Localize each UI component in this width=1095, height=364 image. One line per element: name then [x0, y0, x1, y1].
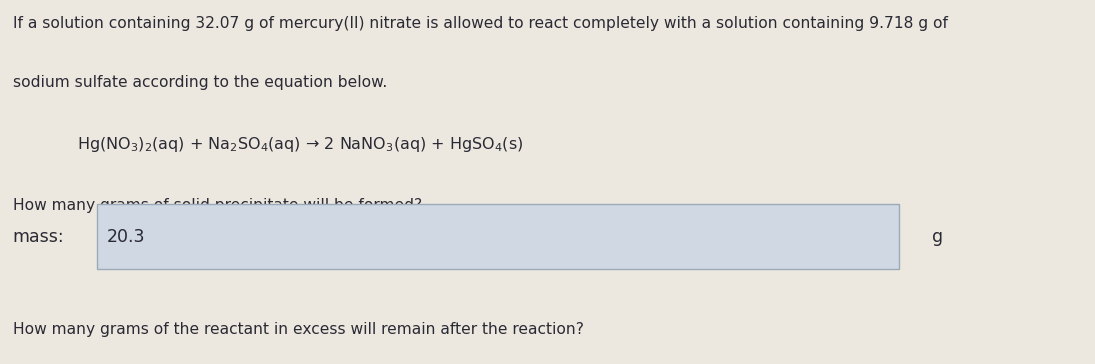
- Text: How many grams of solid precipitate will be formed?: How many grams of solid precipitate will…: [13, 198, 422, 213]
- FancyBboxPatch shape: [96, 204, 899, 269]
- Text: How many grams of the reactant in excess will remain after the reaction?: How many grams of the reactant in excess…: [13, 322, 584, 337]
- Text: mass:: mass:: [13, 228, 65, 246]
- Text: sodium sulfate according to the equation below.: sodium sulfate according to the equation…: [13, 75, 387, 90]
- Text: Hg(NO$_3$)$_2$(aq) + Na$_2$SO$_4$(aq) → 2 NaNO$_3$(aq) + HgSO$_4$(s): Hg(NO$_3$)$_2$(aq) + Na$_2$SO$_4$(aq) → …: [77, 135, 523, 154]
- Text: 20.3: 20.3: [106, 228, 146, 246]
- Text: If a solution containing 32.07 g of mercury(II) nitrate is allowed to react comp: If a solution containing 32.07 g of merc…: [13, 16, 947, 31]
- Text: g: g: [932, 228, 943, 246]
